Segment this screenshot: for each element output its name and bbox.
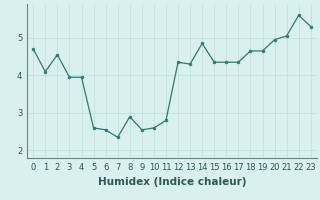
X-axis label: Humidex (Indice chaleur): Humidex (Indice chaleur) <box>98 177 246 187</box>
